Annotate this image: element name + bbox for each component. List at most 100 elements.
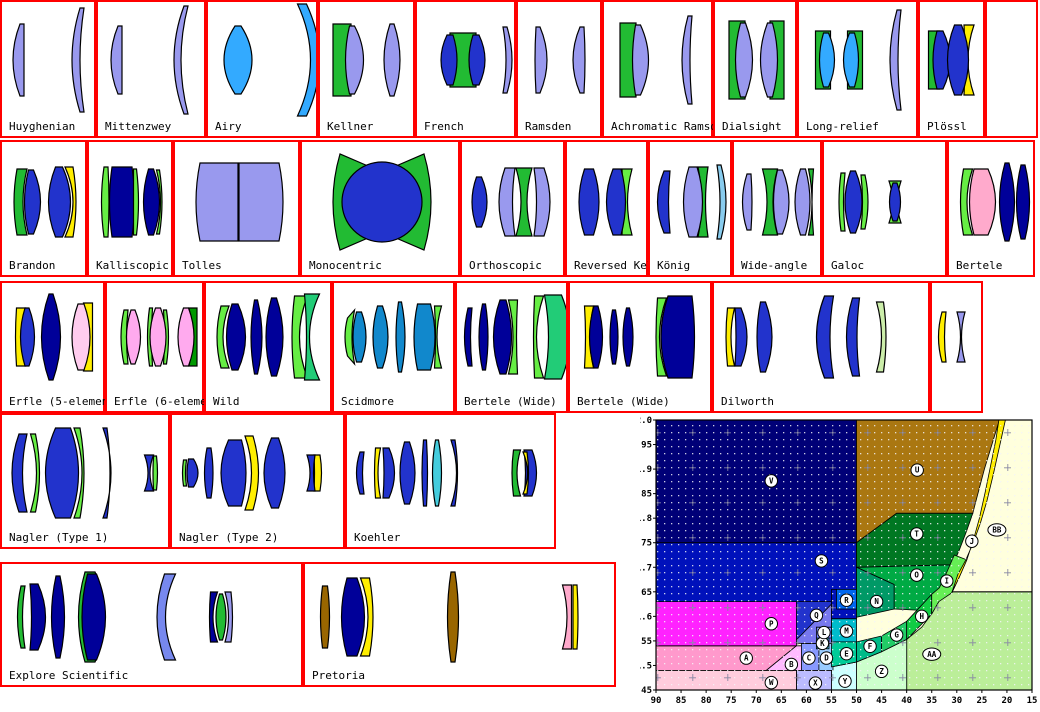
design-label: Achromatic Ramsden bbox=[611, 120, 731, 133]
design-cell-french: French bbox=[415, 0, 516, 138]
glass-marker-D bbox=[819, 651, 834, 665]
svg-text:V: V bbox=[769, 476, 774, 485]
glass-marker-C bbox=[802, 651, 816, 665]
lens-drawing bbox=[344, 301, 443, 373]
lens-drawing bbox=[471, 167, 551, 237]
lens-drawing bbox=[814, 9, 902, 111]
design-label: Wild bbox=[213, 395, 240, 408]
design-cell-monocentric: Monocentric bbox=[300, 140, 460, 277]
svg-text:A: A bbox=[744, 654, 749, 663]
glass-marker-S bbox=[814, 554, 829, 568]
svg-text:Y: Y bbox=[843, 677, 848, 686]
design-label: Erfle (5-element) bbox=[9, 395, 122, 408]
design-cell-brandon: Brandon bbox=[0, 140, 87, 277]
design-label: Explore Scientific bbox=[9, 669, 129, 682]
svg-text:L: L bbox=[822, 628, 827, 637]
y-tick-label: 1.5 bbox=[640, 661, 652, 671]
glass-marker-Q bbox=[809, 608, 824, 623]
design-label: Plössl bbox=[927, 120, 967, 133]
y-tick-label: 1.85 bbox=[640, 490, 652, 500]
svg-text:O: O bbox=[914, 571, 919, 580]
glass-marker-O bbox=[909, 568, 924, 582]
glass-marker-M bbox=[839, 624, 854, 638]
design-cell-pretoria: Pretoria bbox=[303, 562, 616, 687]
design-cell-dialsight: Dialsight bbox=[713, 0, 797, 138]
svg-text:E: E bbox=[844, 649, 849, 658]
glass-marker-T bbox=[909, 527, 924, 541]
svg-text:BB: BB bbox=[992, 526, 1002, 535]
lens-drawing bbox=[583, 295, 696, 379]
y-tick-label: 1.75 bbox=[640, 539, 652, 549]
x-tick-label: 75 bbox=[726, 696, 737, 706]
lens-drawing bbox=[13, 166, 77, 238]
lens-drawing bbox=[728, 20, 785, 100]
design-label: Nagler (Type 1) bbox=[9, 531, 109, 544]
x-tick-label: 50 bbox=[851, 696, 862, 706]
lens-drawing bbox=[216, 293, 321, 381]
design-cell-koehler: Koehler bbox=[345, 413, 556, 549]
x-tick-label: 30 bbox=[951, 696, 962, 706]
y-tick-label: 1.6 bbox=[640, 612, 652, 622]
svg-text:G: G bbox=[894, 631, 899, 640]
y-tick-label: 1.9 bbox=[640, 465, 652, 475]
design-label: Dialsight bbox=[722, 120, 782, 133]
lens-drawing bbox=[463, 294, 566, 380]
svg-text:D: D bbox=[824, 654, 829, 663]
glass-marker-E bbox=[839, 646, 854, 661]
lens-drawing bbox=[332, 23, 401, 97]
svg-text:X: X bbox=[813, 679, 818, 688]
design-cell-orthoscopic: Orthoscopic bbox=[460, 140, 565, 277]
glass-marker-L bbox=[817, 625, 831, 640]
design-cell-wild: Wild bbox=[204, 281, 332, 413]
design-label: Mittenzwey bbox=[105, 120, 172, 133]
svg-text:N: N bbox=[874, 597, 879, 606]
design-label: Kalliscopic bbox=[96, 259, 169, 272]
design-cell-erfle-5-element-: Erfle (5-element) bbox=[0, 281, 122, 413]
lens-drawing bbox=[656, 164, 727, 240]
design-cell-k-nig: König bbox=[648, 140, 732, 277]
y-tick-label: 1.55 bbox=[640, 637, 652, 647]
design-cell-blank bbox=[985, 0, 1038, 138]
glass-marker-P bbox=[764, 617, 779, 631]
lens-drawing bbox=[195, 162, 284, 242]
svg-text:AA: AA bbox=[927, 650, 937, 659]
svg-text:H: H bbox=[919, 612, 924, 621]
design-label: Bertele (Wide) bbox=[464, 395, 557, 408]
x-tick-label: 70 bbox=[751, 696, 762, 706]
design-label: Tolles bbox=[182, 259, 222, 272]
design-label: Brandon bbox=[9, 259, 56, 272]
design-cell-wide-angle: Wide-angle bbox=[732, 140, 822, 277]
lens-drawing bbox=[16, 571, 234, 663]
x-tick-label: 40 bbox=[901, 696, 912, 706]
y-tick-label: 1.95 bbox=[640, 441, 652, 451]
glass-marker-Z bbox=[874, 664, 889, 679]
y-tick-label: 1.7 bbox=[640, 563, 652, 573]
design-cell-galoc: Galoc bbox=[822, 140, 947, 277]
glass-type-markers: A B C D E F G H I J KL M N O P Q R S T U V W X Y Z AA BB bbox=[739, 463, 1007, 690]
design-cell-bertele: Bertele bbox=[947, 140, 1035, 277]
glass-marker-U bbox=[910, 463, 924, 477]
lens-drawing bbox=[578, 168, 633, 236]
design-cell-ramsden: Ramsden bbox=[516, 0, 602, 138]
glass-marker-B bbox=[784, 657, 799, 672]
glass-marker-Y bbox=[838, 674, 852, 688]
x-tick-label: 45 bbox=[876, 696, 887, 706]
svg-text:T: T bbox=[914, 529, 919, 538]
design-cell-mittenzwey: Mittenzwey bbox=[96, 0, 206, 138]
svg-text:W: W bbox=[769, 678, 774, 687]
design-cell-pl-ssl: Plössl bbox=[918, 0, 985, 138]
svg-text:B: B bbox=[789, 660, 794, 669]
lens-drawing bbox=[725, 295, 887, 379]
lens-drawing bbox=[534, 26, 586, 94]
design-label: Scidmore bbox=[341, 395, 394, 408]
lens-drawing bbox=[120, 307, 198, 367]
design-label: Galoc bbox=[831, 259, 865, 272]
design-cell-long-relief: Long-relief bbox=[797, 0, 918, 138]
x-tick-label: 65 bbox=[776, 696, 787, 706]
glass-marker-N bbox=[869, 594, 884, 609]
x-tick-label: 80 bbox=[701, 696, 712, 706]
x-tick-label: 60 bbox=[801, 696, 812, 706]
lens-drawing bbox=[937, 311, 966, 363]
svg-text:C: C bbox=[807, 654, 812, 663]
